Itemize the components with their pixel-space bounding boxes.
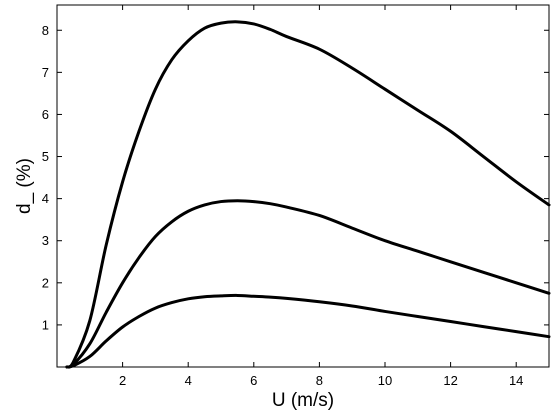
- x-tick-label-10: 10: [378, 373, 392, 388]
- x-tick-label-12: 12: [443, 373, 457, 388]
- y-tick-label-7: 7: [42, 65, 49, 80]
- x-axis-label: U (m/s): [272, 390, 334, 411]
- y-tick-label-1: 1: [42, 317, 49, 332]
- y-tick-label-3: 3: [42, 233, 49, 248]
- series-line-2: [65, 199, 551, 369]
- series-group: [65, 20, 551, 369]
- x-tick-label-2: 2: [119, 373, 126, 388]
- y-tick-label-4: 4: [42, 191, 49, 206]
- x-tick-label-4: 4: [185, 373, 192, 388]
- y-tick-label-8: 8: [42, 23, 49, 38]
- y-tick-label-6: 6: [42, 107, 49, 122]
- x-tick-label-14: 14: [509, 373, 523, 388]
- x-tick-label-8: 8: [316, 373, 323, 388]
- series-line-3: [65, 293, 551, 369]
- series-line-1: [65, 20, 551, 369]
- x-tick-label-6: 6: [250, 373, 257, 388]
- tick-marks: [57, 5, 549, 367]
- y-axis-label: d_ (%): [14, 158, 35, 214]
- y-tick-label-2: 2: [42, 275, 49, 290]
- plot-frame: [56, 4, 550, 368]
- y-tick-label-5: 5: [42, 149, 49, 164]
